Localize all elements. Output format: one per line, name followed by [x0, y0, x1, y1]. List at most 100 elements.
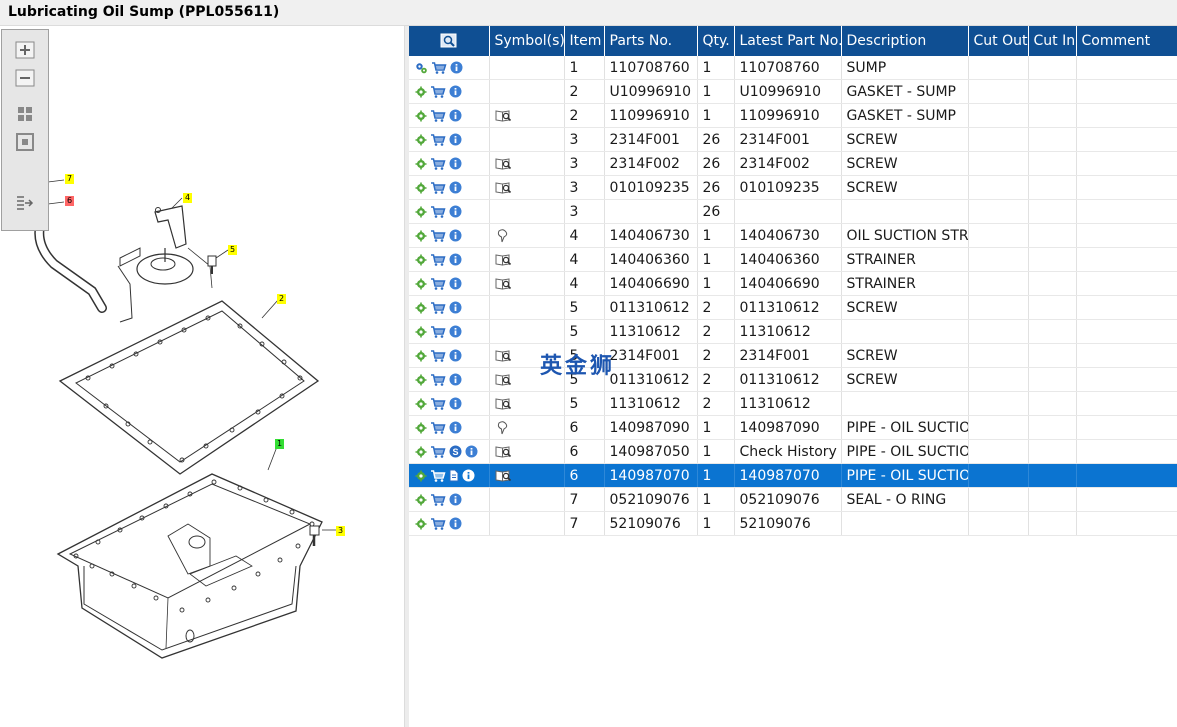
supersession-icon[interactable]: S [449, 445, 462, 458]
info-icon[interactable] [449, 325, 462, 338]
cart-icon[interactable] [430, 229, 446, 242]
column-header-search[interactable] [409, 26, 490, 56]
column-header-cut-out[interactable]: Cut Out [968, 26, 1029, 56]
cart-icon[interactable] [430, 517, 446, 530]
gear-multi-icon[interactable] [415, 62, 428, 74]
info-icon[interactable] [449, 277, 462, 290]
gear-icon[interactable] [415, 134, 427, 146]
gear-icon[interactable] [415, 398, 427, 410]
table-row[interactable]: 5 11310612 2 11310612 [409, 391, 1177, 416]
cart-icon[interactable] [430, 373, 446, 386]
table-row[interactable]: 3 2314F002 26 2314F002 SCREW [409, 151, 1177, 176]
table-row[interactable]: 2 110996910 1 110996910 GASKET - SUMP [409, 103, 1177, 128]
book-search-icon[interactable] [495, 157, 512, 170]
cart-icon[interactable] [430, 133, 446, 146]
cart-icon[interactable] [430, 253, 446, 266]
table-row[interactable]: 2 U10996910 1 U10996910 GASKET - SUMP [409, 79, 1177, 104]
cart-icon[interactable] [430, 445, 446, 458]
table-row[interactable]: 5 11310612 2 11310612 [409, 319, 1177, 344]
cart-icon[interactable] [430, 181, 446, 194]
book-search-icon[interactable] [495, 277, 512, 290]
info-icon[interactable] [462, 469, 475, 482]
column-header-latest-part-no[interactable]: Latest Part No. [734, 26, 842, 56]
book-search-icon[interactable] [495, 253, 512, 266]
table-row[interactable]: 6 140987070 1 140987070 PIPE - OIL SUCTION [409, 463, 1177, 488]
cart-icon[interactable] [430, 157, 446, 170]
column-header-comment[interactable]: Comment [1076, 26, 1177, 56]
gear-icon[interactable] [415, 422, 427, 434]
gear-icon[interactable] [415, 230, 427, 242]
book-search-icon[interactable] [495, 181, 512, 194]
info-icon[interactable] [449, 109, 462, 122]
cart-icon[interactable] [430, 493, 446, 506]
column-header-parts-no[interactable]: Parts No. [604, 26, 698, 56]
gear-icon[interactable] [415, 326, 427, 338]
info-icon[interactable] [449, 253, 462, 266]
info-icon[interactable] [449, 349, 462, 362]
callout-5[interactable]: 5 [228, 245, 237, 255]
info-icon[interactable] [449, 397, 462, 410]
cart-icon[interactable] [430, 325, 446, 338]
info-icon[interactable] [449, 85, 462, 98]
book-search-icon[interactable] [495, 349, 512, 362]
cart-icon[interactable] [431, 61, 447, 74]
table-row[interactable]: 5 2314F001 2 2314F001 SCREW [409, 343, 1177, 368]
cart-icon[interactable] [430, 205, 446, 218]
gear-icon[interactable] [415, 302, 427, 314]
cart-icon[interactable] [430, 469, 446, 482]
actual-size-button[interactable] [15, 133, 35, 151]
gear-icon[interactable] [415, 110, 427, 122]
info-icon[interactable] [449, 421, 462, 434]
cart-icon[interactable] [430, 277, 446, 290]
gear-icon[interactable] [415, 254, 427, 266]
info-icon[interactable] [449, 157, 462, 170]
gear-icon[interactable] [415, 182, 427, 194]
gear-icon[interactable] [415, 158, 427, 170]
column-header-description[interactable]: Description [841, 26, 969, 56]
cart-icon[interactable] [430, 397, 446, 410]
info-icon[interactable] [449, 181, 462, 194]
column-header-cut-in[interactable]: Cut In [1028, 26, 1077, 56]
info-icon[interactable] [449, 517, 462, 530]
callout-7[interactable]: 7 [65, 174, 74, 184]
book-search-icon[interactable] [495, 445, 512, 458]
gear-icon[interactable] [415, 518, 427, 530]
info-icon[interactable] [449, 133, 462, 146]
table-row[interactable]: 6 140987090 1 140987090 PIPE - OIL SUCTION [409, 415, 1177, 440]
callout-2[interactable]: 2 [277, 294, 286, 304]
gear-icon[interactable] [415, 470, 427, 482]
pin-icon[interactable] [495, 420, 509, 435]
info-icon[interactable] [449, 229, 462, 242]
info-icon[interactable] [449, 205, 462, 218]
book-search-icon[interactable] [495, 373, 512, 386]
zoom-in-button[interactable] [15, 41, 35, 59]
info-icon[interactable] [449, 493, 462, 506]
fit-all-button[interactable] [15, 105, 35, 123]
table-row[interactable]: 3 2314F001 26 2314F001 SCREW [409, 127, 1177, 152]
cart-icon[interactable] [430, 85, 446, 98]
pin-icon[interactable] [495, 228, 509, 243]
gear-icon[interactable] [415, 350, 427, 362]
column-header-symbols[interactable]: Symbol(s) [489, 26, 565, 56]
table-row[interactable]: 4 140406360 1 140406360 STRAINER [409, 247, 1177, 272]
cart-icon[interactable] [430, 421, 446, 434]
gear-icon[interactable] [415, 86, 427, 98]
gear-icon[interactable] [415, 494, 427, 506]
gear-icon[interactable] [415, 278, 427, 290]
callout-4[interactable]: 4 [183, 193, 192, 203]
table-row[interactable]: 3 26 [409, 199, 1177, 224]
book-search-icon[interactable] [495, 109, 512, 122]
gear-icon[interactable] [415, 374, 427, 386]
gear-icon[interactable] [415, 206, 427, 218]
table-row[interactable]: 7 52109076 1 52109076 [409, 511, 1177, 536]
cart-icon[interactable] [430, 349, 446, 362]
callout-3[interactable]: 3 [336, 526, 345, 536]
callout-1[interactable]: 1 [275, 439, 284, 449]
cart-icon[interactable] [430, 301, 446, 314]
info-icon[interactable] [449, 301, 462, 314]
table-row[interactable]: 5 011310612 2 011310612 SCREW [409, 295, 1177, 320]
zoom-out-button[interactable] [15, 69, 35, 87]
info-icon[interactable] [450, 61, 463, 74]
export-button[interactable] [15, 195, 35, 213]
